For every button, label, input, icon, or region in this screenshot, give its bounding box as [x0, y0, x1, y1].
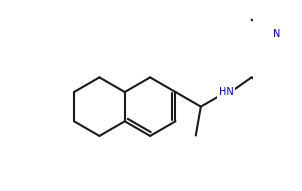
- Text: N: N: [273, 29, 281, 39]
- Text: HN: HN: [219, 87, 233, 97]
